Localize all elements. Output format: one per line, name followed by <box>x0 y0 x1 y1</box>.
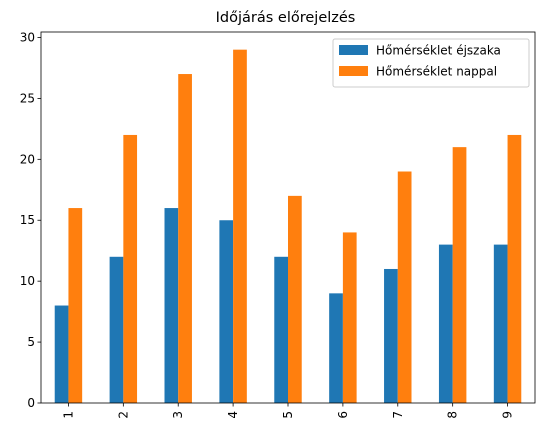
y-tick-label: 20 <box>20 152 35 166</box>
bar-night-9 <box>493 244 508 403</box>
bar-night-5 <box>274 256 288 403</box>
bar-night-8 <box>438 244 453 403</box>
bar-night-2 <box>109 256 124 403</box>
y-tick-label: 15 <box>20 213 35 227</box>
x-axis: 1 2 3 4 5 6 7 8 9 <box>61 403 515 419</box>
legend: Hőmérséklet éjszaka Hőmérséklet nappal <box>332 38 530 88</box>
x-tick-label: 4 <box>226 411 240 419</box>
plot-frame <box>40 31 536 404</box>
bar-night-6 <box>329 293 343 403</box>
legend-label-day: Hőmérséklet nappal <box>376 65 497 79</box>
bar-day-9 <box>507 134 522 403</box>
plot-area: 0 5 10 15 20 25 30 1 2 3 4 5 6 7 8 9 <box>20 30 536 419</box>
bar-night-3 <box>164 208 179 403</box>
bar-day-3 <box>178 74 192 403</box>
y-tick-label: 0 <box>27 396 35 410</box>
bar-day-1 <box>68 208 83 403</box>
x-tick-label: 9 <box>501 411 515 419</box>
bar-day-7 <box>397 171 412 403</box>
y-axis: 0 5 10 15 20 25 30 <box>20 30 41 410</box>
x-tick-label: 2 <box>116 411 130 419</box>
y-tick-label: 30 <box>20 30 35 44</box>
legend-box <box>332 38 530 88</box>
bar-day-2 <box>123 134 138 403</box>
legend-swatch-night <box>339 45 368 55</box>
y-tick-label: 5 <box>27 335 35 349</box>
chart-title: Időjárás előrejelzés <box>216 10 356 26</box>
x-tick-label: 7 <box>391 411 405 419</box>
x-tick-label: 1 <box>61 411 75 419</box>
bar-night-7 <box>384 268 398 403</box>
legend-swatch-day <box>339 66 368 76</box>
bar-night-1 <box>54 305 69 403</box>
bar-day-5 <box>288 195 302 403</box>
x-tick-label: 3 <box>171 411 185 419</box>
x-tick-label: 6 <box>336 411 350 419</box>
bar-day-8 <box>452 147 467 403</box>
y-tick-label: 10 <box>20 274 35 288</box>
bar-day-6 <box>342 232 357 403</box>
legend-label-night: Hőmérséklet éjszaka <box>376 44 501 58</box>
bar-night-4 <box>219 220 234 403</box>
bars-group <box>54 49 522 404</box>
x-tick-label: 8 <box>446 411 460 419</box>
x-tick-label: 5 <box>281 411 295 419</box>
bar-day-4 <box>233 49 247 404</box>
y-tick-label: 25 <box>20 91 35 105</box>
